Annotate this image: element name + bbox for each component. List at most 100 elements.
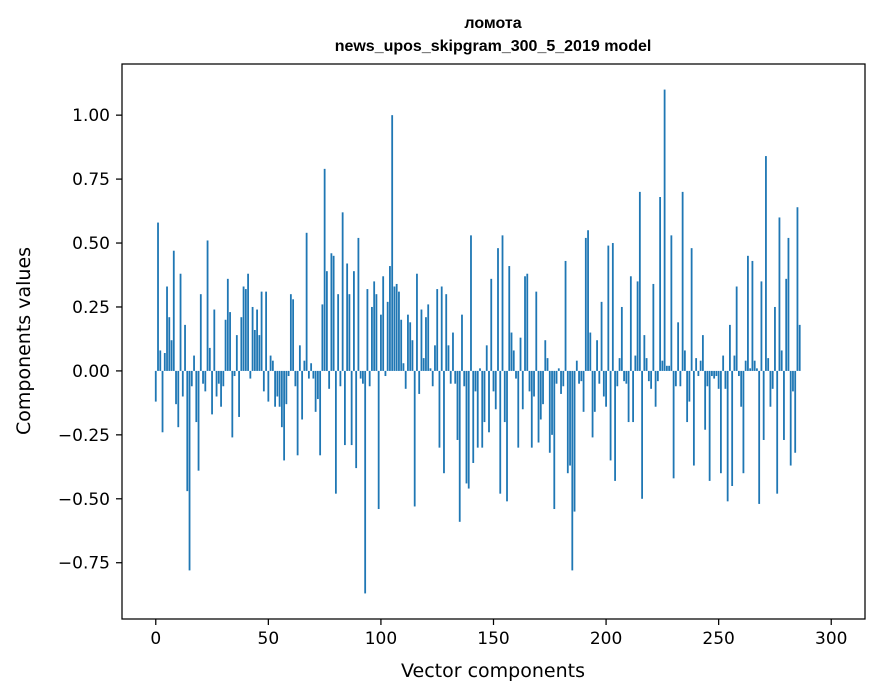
bar	[359, 370, 362, 379]
bar	[512, 350, 515, 371]
bar	[436, 289, 439, 371]
bar	[758, 370, 761, 504]
bar	[792, 370, 794, 392]
bar	[483, 370, 486, 423]
bar	[190, 370, 193, 387]
bar	[551, 370, 553, 435]
bar	[539, 370, 542, 420]
bar	[368, 370, 371, 387]
bar	[722, 355, 725, 371]
bar	[211, 370, 213, 415]
bar	[672, 370, 675, 479]
bar	[154, 370, 157, 402]
bar	[542, 370, 544, 405]
bar	[490, 278, 493, 371]
bar	[166, 286, 168, 371]
bar	[474, 370, 477, 392]
bar	[767, 358, 770, 371]
bar	[636, 281, 639, 371]
x-tick-label: 100	[365, 629, 397, 649]
bar	[654, 370, 657, 407]
bar	[769, 370, 772, 407]
x-axis-label: Vector components	[401, 660, 585, 682]
bar	[341, 212, 344, 371]
bar	[303, 360, 306, 371]
bar	[481, 370, 484, 448]
bar	[407, 314, 409, 371]
bar	[521, 370, 524, 410]
bar	[199, 294, 202, 371]
bar	[384, 370, 387, 377]
bar	[393, 286, 396, 371]
bar	[242, 286, 245, 371]
bar	[220, 370, 222, 407]
bar	[179, 273, 182, 371]
bar	[323, 168, 326, 371]
bar	[339, 370, 342, 387]
bar	[544, 340, 547, 371]
bar	[607, 245, 610, 371]
bar	[566, 370, 569, 474]
bar	[519, 337, 522, 371]
bar	[267, 370, 270, 402]
bar	[420, 309, 423, 371]
bar	[269, 355, 272, 371]
bar	[380, 314, 382, 371]
bar	[665, 365, 668, 371]
bar	[789, 370, 792, 466]
bar	[778, 217, 781, 371]
bar	[328, 370, 331, 389]
bar	[562, 370, 565, 387]
bar	[247, 273, 249, 371]
bar	[740, 370, 743, 407]
bar	[465, 370, 468, 484]
bar	[334, 370, 337, 494]
y-axis-label: Components values	[13, 247, 35, 435]
bar	[353, 271, 355, 371]
bar	[726, 370, 729, 502]
bar	[321, 304, 324, 371]
bar	[679, 370, 682, 387]
bar	[476, 370, 479, 448]
bar	[623, 370, 625, 382]
bar	[271, 360, 274, 371]
x-tick-label: 200	[590, 629, 622, 649]
bar	[765, 156, 767, 371]
bar	[307, 370, 310, 379]
bar	[262, 370, 265, 392]
bar	[346, 263, 349, 371]
bar	[337, 294, 340, 371]
bar	[605, 370, 607, 407]
x-tick-label: 50	[258, 629, 280, 649]
bar	[796, 207, 799, 371]
bar	[571, 370, 574, 571]
bar	[652, 283, 655, 371]
bar	[780, 350, 783, 371]
bar	[645, 358, 648, 371]
bar	[193, 355, 195, 371]
bar	[389, 266, 391, 371]
bar	[213, 309, 216, 371]
y-tick-label: −0.75	[58, 554, 110, 574]
bar	[524, 276, 526, 371]
bar	[611, 243, 614, 371]
y-axis-ticks: −0.75 −0.50 −0.25 0.00 0.25 0.50 0.75 1.00	[58, 106, 122, 574]
bar	[683, 350, 686, 371]
bar	[364, 370, 367, 594]
bar	[184, 324, 186, 371]
bar	[229, 312, 231, 371]
bar	[416, 273, 418, 371]
bar	[515, 370, 517, 379]
bar	[560, 370, 562, 394]
bar	[557, 368, 560, 371]
bar	[744, 360, 747, 371]
bar	[440, 286, 443, 371]
bar	[564, 260, 567, 371]
bar	[330, 253, 333, 371]
bar	[425, 317, 427, 371]
bar	[798, 324, 801, 371]
bar	[470, 235, 472, 371]
bar	[760, 281, 763, 371]
bar	[591, 370, 594, 438]
